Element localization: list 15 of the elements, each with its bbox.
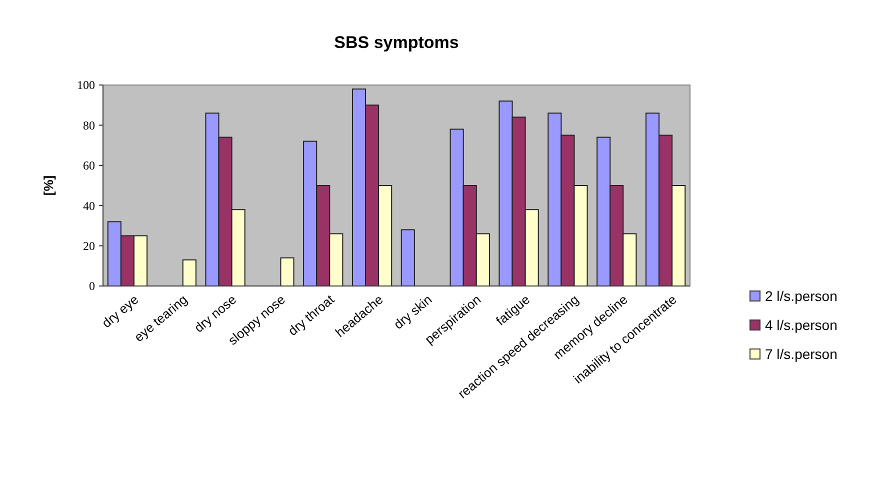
x-tick-label: dry eye (98, 292, 142, 331)
y-tick-label: 100 (77, 78, 95, 92)
legend-label: 2 l/s.person (765, 288, 838, 304)
bar (400, 229, 415, 286)
y-tick-label: 0 (89, 279, 95, 294)
y-tick-label: 40 (83, 198, 95, 213)
y-tick-label: 60 (83, 158, 95, 173)
y-tick-label: 80 (83, 118, 95, 132)
bar (280, 257, 294, 286)
legend-label: 4 l/s.person (765, 316, 838, 333)
chart-title: SBS symptoms (334, 33, 459, 52)
y-tick-label: 20 (83, 239, 95, 253)
bar (182, 259, 196, 286)
y-axis-title: [%] (41, 175, 56, 196)
legend-label: 7 l/s.person (765, 346, 838, 362)
